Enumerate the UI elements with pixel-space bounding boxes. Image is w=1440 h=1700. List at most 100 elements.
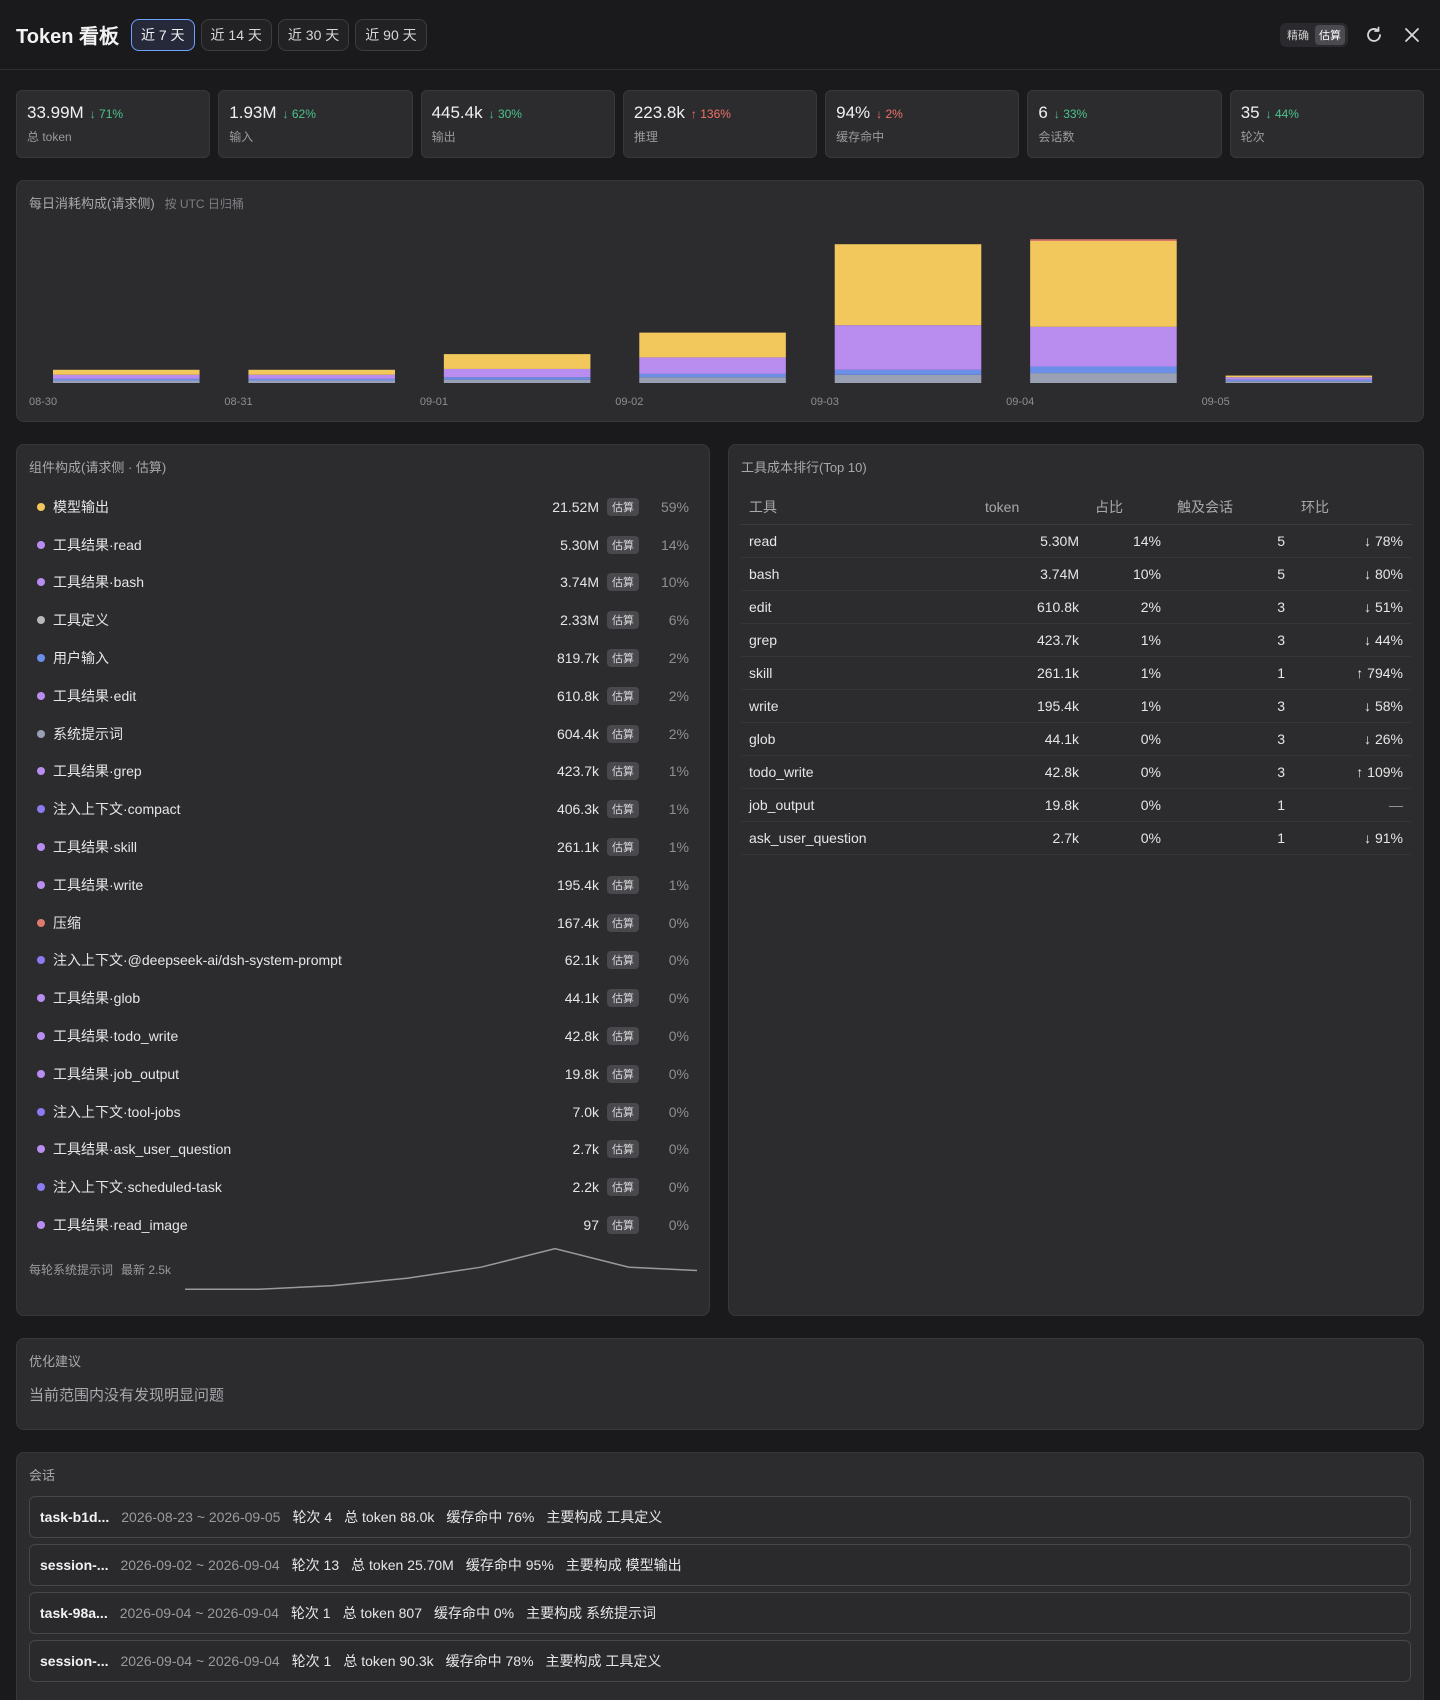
component-percent: 2% — [668, 725, 689, 742]
bar-segment — [1030, 240, 1177, 327]
legend-dot — [37, 880, 45, 889]
sparkline-label: 每轮系统提示词 — [29, 1262, 114, 1277]
component-name: 压缩 — [53, 914, 81, 931]
stat-value: 35 — [1240, 103, 1260, 122]
component-percent: 0% — [668, 1065, 689, 1082]
component-value: 42.8k — [564, 1028, 599, 1045]
session-row[interactable]: task-98a... 2026-09-04 ~ 2026-09-04 轮次 1 总 … — [29, 1592, 1411, 1634]
list-item: 工具结果·glob 44.1k 估算 0% — [29, 979, 697, 1017]
estimate-badge: 估算 — [607, 724, 639, 743]
stat-card: 94% ↓ 2% 缓存命中 — [825, 90, 1020, 158]
stat-value: 1.93M — [229, 103, 277, 122]
list-item: 工具结果·read 5.30M 估算 14% — [29, 526, 697, 564]
tool-token: 3.74M — [977, 557, 1087, 591]
close-icon[interactable] — [1400, 23, 1424, 47]
estimate-badge: 估算 — [607, 497, 639, 516]
list-item: 注入上下文·@deepseek-ai/dsh-system-prompt 62.1… — [29, 942, 697, 980]
component-value: 7.0k — [572, 1103, 599, 1120]
legend-dot — [37, 502, 45, 511]
tool-name: bash — [741, 557, 977, 591]
mode-exact[interactable]: 精确 — [1287, 29, 1309, 42]
stat-label: 会话数 — [1038, 130, 1075, 144]
stat-change: ↓ 44% — [1265, 107, 1299, 121]
bar-segment — [53, 374, 200, 379]
bar-segment — [834, 325, 982, 370]
component-name: 工具结果·job_output — [53, 1065, 180, 1082]
tool-sessions: 3 — [1169, 722, 1293, 756]
estimate-badge: 估算 — [607, 1102, 639, 1121]
refresh-icon[interactable] — [1362, 23, 1386, 47]
list-item: 模型输出 21.52M 估算 59% — [29, 488, 697, 526]
legend-dot — [37, 654, 45, 663]
session-row[interactable]: session-... 2026-09-02 ~ 2026-09-04 轮次 13 总… — [29, 1544, 1411, 1586]
tab-7-days[interactable]: 近 7 天 — [130, 18, 195, 51]
stat-label: 轮次 — [1240, 130, 1265, 144]
stat-change: ↓ 30% — [488, 107, 522, 121]
stat-label: 推理 — [633, 130, 658, 144]
session-turns: 轮次 4 — [292, 1509, 333, 1525]
component-value: 97 — [583, 1217, 599, 1234]
component-name: 工具结果·edit — [53, 687, 137, 704]
component-name: 注入上下文·scheduled-task — [53, 1179, 222, 1196]
tool-share: 1% — [1087, 656, 1169, 690]
stat-card: 1.93M ↓ 62% 输入 — [218, 90, 413, 158]
list-item: 工具结果·grep 423.7k 估算 1% — [29, 753, 697, 791]
component-value: 21.52M — [552, 498, 599, 515]
list-item: 工具结果·job_output 19.8k 估算 0% — [29, 1055, 697, 1093]
table-header-row: 工具 token 占比 触及会话 环比 — [741, 490, 1411, 525]
component-value: 3.74M — [560, 574, 599, 591]
component-value: 62.1k — [564, 952, 599, 969]
component-value: 2.7k — [572, 1141, 599, 1158]
estimate-badge: 估算 — [607, 1216, 639, 1235]
session-row[interactable]: session-... 2026-09-04 ~ 2026-09-04 轮次 1 总 … — [29, 1640, 1411, 1682]
mode-estimate[interactable]: 估算 — [1315, 24, 1345, 45]
top-bar: Token 看板 近 7 天 近 14 天 近 30 天 近 90 天 精确 估… — [0, 0, 1440, 70]
tab-14-days[interactable]: 近 14 天 — [200, 18, 272, 51]
component-name: 工具结果·skill — [53, 839, 137, 856]
stat-top: 94% ↓ 2% — [836, 103, 1008, 123]
col-tool: 工具 — [741, 490, 977, 525]
session-total: 总 token 807 — [342, 1605, 422, 1621]
tool-share: 0% — [1087, 821, 1169, 855]
x-tick-label: 08-30 — [29, 396, 57, 408]
stat-change: ↑ 136% — [690, 107, 731, 121]
bar-segment — [53, 369, 200, 375]
component-name: 工具结果·grep — [53, 763, 142, 780]
tool-sessions: 1 — [1169, 788, 1293, 822]
stat-top: 1.93M ↓ 62% — [229, 103, 401, 123]
stat-top: 445.4k ↓ 30% — [432, 103, 604, 123]
sparkline-chart — [185, 1247, 697, 1291]
bar-segment — [834, 244, 982, 326]
session-main: 主要构成 工具定义 — [546, 1509, 663, 1525]
tool-change: ↓ 91% — [1293, 821, 1411, 855]
component-value: 423.7k — [556, 763, 599, 780]
list-item: 工具结果·write 195.4k 估算 1% — [29, 866, 697, 904]
tab-30-days[interactable]: 近 30 天 — [277, 18, 350, 51]
advice-title: 优化建议 — [29, 1354, 82, 1369]
bar-segment — [443, 379, 591, 383]
session-row[interactable]: task-b1d... 2026-08-23 ~ 2026-09-05 轮次 4 总 … — [29, 1496, 1411, 1538]
bar-segment — [1030, 366, 1177, 374]
component-name: 工具结果·read — [53, 536, 142, 553]
components-list: 模型输出 21.52M 估算 59% 工具结果·read 5.30M 估算 14% 工具结果·b… — [29, 488, 697, 1244]
estimate-badge: 估算 — [607, 1178, 639, 1197]
component-percent: 1% — [668, 839, 689, 856]
tool-change: — — [1293, 788, 1411, 822]
session-cache: 缓存命中 78% — [445, 1653, 534, 1669]
tab-90-days[interactable]: 近 90 天 — [355, 18, 427, 51]
legend-dot — [37, 805, 45, 814]
bar-segment — [1030, 373, 1177, 383]
col-share: 占比 — [1087, 490, 1169, 525]
component-percent: 2% — [668, 650, 689, 667]
session-turns: 轮次 1 — [290, 1605, 331, 1621]
bar-segment — [1030, 239, 1177, 241]
session-main: 主要构成 模型输出 — [565, 1557, 682, 1573]
bar-segment — [248, 369, 395, 375]
tool-change: ↓ 80% — [1293, 557, 1411, 591]
tool-name: skill — [741, 656, 977, 690]
stat-top: 6 ↓ 33% — [1038, 103, 1210, 123]
tool-change: ↑ 109% — [1293, 755, 1411, 789]
tool-name: job_output — [741, 788, 977, 822]
legend-dot — [37, 578, 45, 587]
list-item: 工具结果·edit 610.8k 估算 2% — [29, 677, 697, 715]
